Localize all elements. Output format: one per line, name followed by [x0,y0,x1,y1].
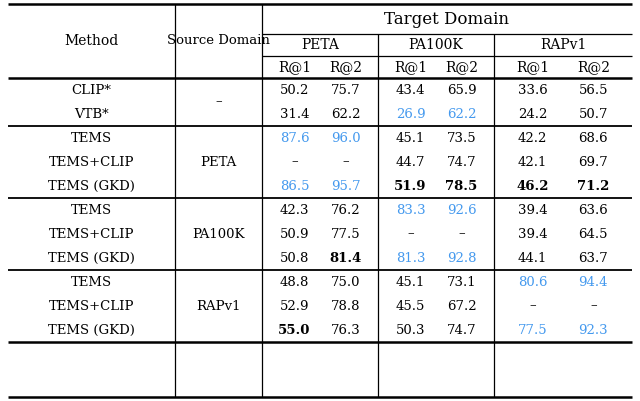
Text: 39.4: 39.4 [518,227,547,241]
Text: 42.3: 42.3 [280,203,309,217]
Text: 24.2: 24.2 [518,107,547,120]
Text: 55.0: 55.0 [278,324,310,336]
Text: 63.7: 63.7 [579,251,608,265]
Text: 71.2: 71.2 [577,180,609,192]
Text: 92.3: 92.3 [579,324,608,336]
Text: 44.7: 44.7 [396,156,425,168]
Text: 50.8: 50.8 [280,251,309,265]
Text: 46.2: 46.2 [516,180,549,192]
Text: 74.7: 74.7 [447,324,476,336]
Text: 56.5: 56.5 [579,83,608,97]
Text: 94.4: 94.4 [579,275,608,288]
Text: 33.6: 33.6 [518,83,547,97]
Text: R@2: R@2 [445,60,478,74]
Text: PA100K: PA100K [192,227,244,241]
Text: 81.3: 81.3 [396,251,425,265]
Text: Method: Method [65,34,118,48]
Text: R@2: R@2 [577,60,610,74]
Text: 78.5: 78.5 [445,180,477,192]
Text: 45.1: 45.1 [396,132,425,144]
Text: Source Domain: Source Domain [167,34,270,47]
Text: 96.0: 96.0 [331,132,360,144]
Text: –: – [458,227,465,241]
Text: CLIP*: CLIP* [72,83,111,97]
Text: –: – [291,156,298,168]
Text: TEMS: TEMS [71,275,112,288]
Text: TEMS (GKD): TEMS (GKD) [48,324,135,336]
Text: 76.3: 76.3 [331,324,360,336]
Text: PETA: PETA [200,156,237,168]
Text: RAPv1: RAPv1 [540,38,586,52]
Text: –: – [590,300,596,312]
Text: TEMS (GKD): TEMS (GKD) [48,180,135,192]
Text: 68.6: 68.6 [579,132,608,144]
Text: 76.2: 76.2 [331,203,360,217]
Text: 62.2: 62.2 [447,107,476,120]
Text: 64.5: 64.5 [579,227,608,241]
Text: 63.6: 63.6 [579,203,608,217]
Text: 45.5: 45.5 [396,300,425,312]
Text: 42.2: 42.2 [518,132,547,144]
Text: 74.7: 74.7 [447,156,476,168]
Text: Target Domain: Target Domain [385,10,509,28]
Text: 77.5: 77.5 [518,324,547,336]
Text: –: – [342,156,349,168]
Text: 62.2: 62.2 [331,107,360,120]
Text: 78.8: 78.8 [331,300,360,312]
Text: R@1: R@1 [394,60,427,74]
Text: 83.3: 83.3 [396,203,426,217]
Text: R@1: R@1 [516,60,549,74]
Text: 77.5: 77.5 [331,227,360,241]
Text: 45.1: 45.1 [396,275,425,288]
Text: RAPv1: RAPv1 [196,300,241,312]
Text: –: – [407,227,414,241]
Text: 87.6: 87.6 [280,132,309,144]
Text: 31.4: 31.4 [280,107,309,120]
Text: 95.7: 95.7 [331,180,360,192]
Text: 73.1: 73.1 [447,275,476,288]
Text: TEMS+CLIP: TEMS+CLIP [49,227,134,241]
Text: 44.1: 44.1 [518,251,547,265]
Text: 75.0: 75.0 [331,275,360,288]
Text: 67.2: 67.2 [447,300,476,312]
Text: 50.9: 50.9 [280,227,309,241]
Text: 39.4: 39.4 [518,203,547,217]
Text: 73.5: 73.5 [447,132,476,144]
Text: PA100K: PA100K [408,38,463,52]
Text: 81.4: 81.4 [330,251,362,265]
Text: –: – [215,95,222,109]
Text: TEMS+CLIP: TEMS+CLIP [49,300,134,312]
Text: VTB*: VTB* [74,107,109,120]
Text: –: – [529,300,536,312]
Text: TEMS: TEMS [71,132,112,144]
Text: 48.8: 48.8 [280,275,309,288]
Text: 42.1: 42.1 [518,156,547,168]
Text: TEMS: TEMS [71,203,112,217]
Text: 92.6: 92.6 [447,203,476,217]
Text: TEMS+CLIP: TEMS+CLIP [49,156,134,168]
Text: 26.9: 26.9 [396,107,426,120]
Text: 69.7: 69.7 [579,156,608,168]
Text: PETA: PETA [301,38,339,52]
Text: 50.2: 50.2 [280,83,309,97]
Text: R@2: R@2 [329,60,362,74]
Text: R@1: R@1 [278,60,311,74]
Text: 51.9: 51.9 [394,180,427,192]
Text: 80.6: 80.6 [518,275,547,288]
Text: 65.9: 65.9 [447,83,476,97]
Text: TEMS (GKD): TEMS (GKD) [48,251,135,265]
Text: 52.9: 52.9 [280,300,309,312]
Text: 43.4: 43.4 [396,83,425,97]
Text: 92.8: 92.8 [447,251,476,265]
Text: 86.5: 86.5 [280,180,309,192]
Text: 50.3: 50.3 [396,324,425,336]
Text: 50.7: 50.7 [579,107,608,120]
Text: 75.7: 75.7 [331,83,360,97]
